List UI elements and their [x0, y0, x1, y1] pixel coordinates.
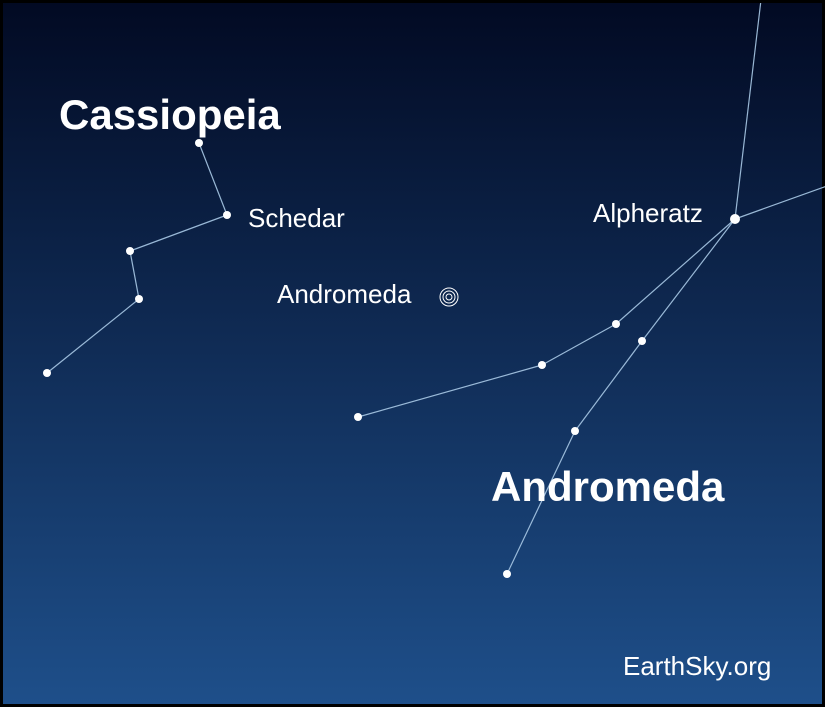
- credit-label: EarthSky.org: [623, 651, 771, 682]
- alpheratz-label: Alpheratz: [593, 198, 703, 229]
- cassiopeia-title: Cassiopeia: [59, 91, 281, 139]
- schedar-label: Schedar: [248, 203, 345, 234]
- star-chart: Cassiopeia Schedar Andromeda Alpheratz A…: [0, 0, 825, 707]
- andromeda-galaxy-label: Andromeda: [277, 279, 411, 310]
- andromeda-title: Andromeda: [491, 463, 724, 511]
